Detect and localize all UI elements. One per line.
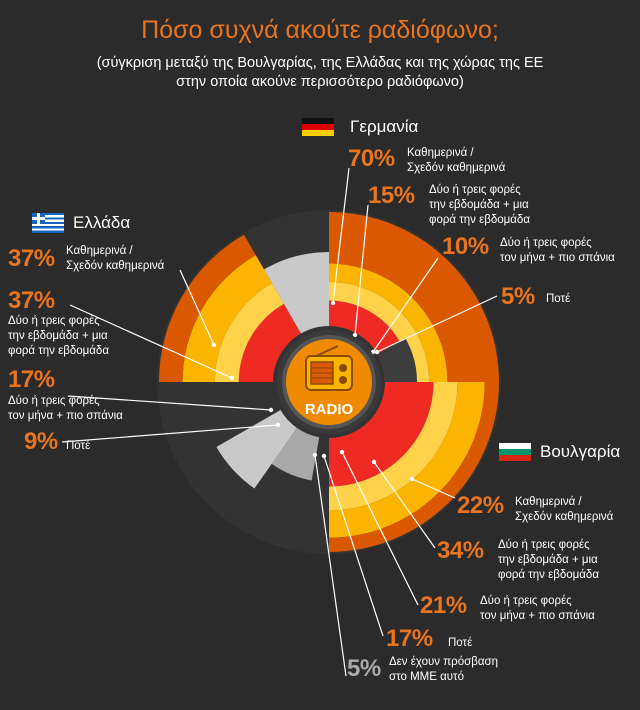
leader-dot (229, 375, 235, 381)
leader-dot (352, 332, 358, 338)
de-never-pct: 5% (501, 283, 535, 310)
gr-weekly-desc: Δύο ή τρεις φορές την εβδομάδα + μια φορά … (8, 315, 109, 357)
leader-dot (268, 407, 274, 413)
country-label-bulgaria: Βουλγαρία (540, 442, 621, 461)
de-never-desc: Ποτέ (546, 293, 571, 305)
subtitle-line-2: στην οποία ακούνε περισσότερο ραδιόφωνο) (176, 74, 464, 90)
leader-dot (211, 342, 217, 348)
gr-ring-2 (214, 283, 284, 382)
gr-ring-1 (182, 255, 272, 382)
gr-gray-lower-2 (271, 427, 320, 481)
gr-gray-lower (216, 410, 297, 489)
de-gap (377, 338, 417, 382)
leader-line (179, 269, 215, 346)
bg-ring-3 (329, 382, 434, 487)
de-daily-desc: Καθημερινά / Σχεδόν καθημερινά (407, 147, 506, 174)
country-label-greece: Ελλάδα (73, 213, 131, 232)
leader-dot (339, 449, 345, 455)
de-monthly-desc: Δύο ή τρεις φορές τον μήνα + πιο σπάνια (500, 237, 615, 264)
bg-never-pct: 17% (386, 625, 433, 652)
leader-dot (312, 452, 318, 458)
radio-icon (305, 345, 353, 391)
de-ring-2 (329, 281, 430, 382)
de-weekly-desc: Δύο ή τρεις φορές την εβδομάδα + μια φορά … (429, 184, 530, 226)
leader-line (332, 167, 350, 304)
bg-never-desc: Ποτέ (448, 637, 473, 649)
gr-never-desc: Ποτέ (66, 440, 91, 452)
gr-monthly-pct: 17% (8, 366, 55, 393)
gr-monthly-desc: Δύο ή τρεις φορές τον μήνα + πιο σπάνια (8, 395, 123, 422)
bg-no-access-pct: 5% (347, 655, 381, 682)
leader-dot (321, 453, 327, 459)
subtitle-line-1: (σύγκριση μεταξύ της Βουλγαρίας, της Ελλ… (96, 55, 544, 71)
leader-line (323, 455, 384, 637)
center-badge: RADIO (277, 330, 381, 434)
gr-ring-0 (159, 234, 256, 382)
gr-ring-3 (238, 303, 301, 382)
leader-line (373, 461, 436, 549)
bg-monthly-pct: 21% (420, 592, 467, 619)
bg-no-access-desc: Δεν έχουν πρόσβαση στο ΜΜΕ αυτό (389, 656, 498, 683)
center-label: RADIO (305, 401, 354, 418)
de-ring-1 (329, 263, 448, 382)
greece-flag (32, 213, 64, 233)
gr-daily-pct: 37% (8, 245, 55, 272)
leader-line (376, 295, 498, 353)
leader-lines (61, 167, 498, 677)
leader-line (411, 478, 456, 499)
gr-never-pct: 9% (24, 428, 58, 455)
leader-dot (374, 349, 380, 355)
leader-line (314, 454, 347, 677)
leader-dot (371, 459, 377, 465)
de-daily-pct: 70% (348, 145, 395, 172)
leader-line (69, 304, 233, 379)
leader-dot (330, 300, 336, 306)
leader-line (61, 424, 279, 443)
gr-gray-upper (264, 252, 329, 334)
leader-dot (275, 422, 281, 428)
leader-line (341, 451, 419, 606)
bg-ring-1 (329, 382, 485, 538)
leader-line (67, 395, 272, 411)
country-label-germany: Γερμανία (350, 117, 419, 136)
bg-ring-2 (329, 382, 458, 511)
leader-dot (409, 476, 415, 482)
chart-subtitle: (σύγκριση μεταξύ της Βουλγαρίας, της Ελλ… (20, 54, 620, 92)
de-ring-0 (329, 212, 499, 382)
bg-daily-pct: 22% (457, 492, 504, 519)
de-monthly-pct: 10% (442, 233, 489, 260)
chart-title: Πόσο συχνά ακούτε ραδιόφωνο; (141, 16, 499, 44)
de-weekly-pct: 15% (368, 182, 415, 209)
bulgaria-flag (499, 443, 531, 461)
leader-line (354, 204, 369, 336)
gr-daily-desc: Καθημερινά / Σχεδόν καθημερινά (66, 245, 165, 272)
bg-weekly-desc: Δύο ή τρεις φορές την εβδομάδα + μια φορά … (498, 539, 599, 581)
bg-daily-desc: Καθημερινά / Σχεδόν καθημερινά (515, 496, 614, 523)
leader-line (372, 257, 439, 353)
gr-weekly-pct: 37% (8, 287, 55, 314)
bg-monthly-desc: Δύο ή τρεις φορές τον μήνα + πιο σπάνια (480, 595, 595, 622)
bg-weekly-pct: 34% (437, 537, 484, 564)
germany-flag (302, 118, 334, 136)
